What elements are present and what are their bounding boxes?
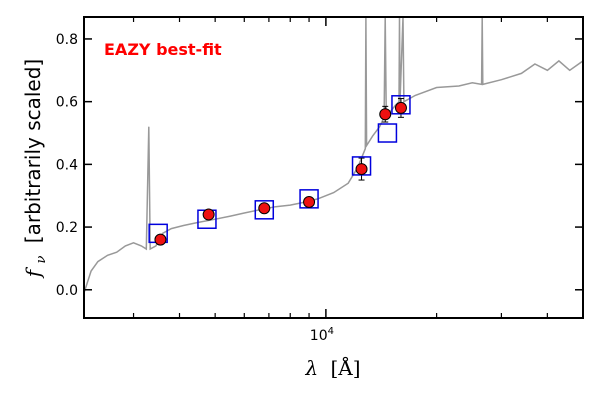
x-axis-label-symbol: λ xyxy=(304,356,318,380)
observed-point xyxy=(258,202,271,215)
spectrum-layer xyxy=(84,17,583,294)
y-tick-label: 0.2 xyxy=(56,220,78,236)
y-axis-label-subscript: ν xyxy=(34,255,49,263)
model-box-layer xyxy=(148,95,411,244)
observed-point xyxy=(154,233,167,246)
tick-layer: 0.0 0.2 0.4 0.6 0.8 104 xyxy=(56,17,583,344)
observed-point xyxy=(394,101,407,114)
y-tick-label: 0.6 xyxy=(56,95,78,111)
axes-frame xyxy=(83,16,584,319)
y-axis-label-symbol: f xyxy=(21,266,45,279)
model-box xyxy=(377,123,398,143)
x-tick-label: 104 xyxy=(310,326,334,344)
y-tick-label: 0.8 xyxy=(56,32,78,48)
plot-frame xyxy=(83,16,584,319)
model-box xyxy=(254,200,275,220)
y-axis-label: f ν [arbitrarily scaled] xyxy=(21,59,50,279)
x-axis-label: λ [Å] xyxy=(304,355,360,380)
spectrum-line xyxy=(84,17,583,294)
observed-point xyxy=(379,108,392,121)
x-axis-label-unit: [Å] xyxy=(330,355,360,380)
y-axis-label-text: [arbitrarily scaled] xyxy=(21,59,45,243)
y-tick-label: 0.4 xyxy=(56,157,78,173)
observed-point-layer xyxy=(154,101,407,246)
observed-point xyxy=(355,163,368,176)
observed-point xyxy=(202,208,215,221)
y-tick-label: 0.0 xyxy=(56,283,78,299)
annotation-label: EAZY best-fit xyxy=(104,40,222,59)
observed-point xyxy=(303,195,316,208)
